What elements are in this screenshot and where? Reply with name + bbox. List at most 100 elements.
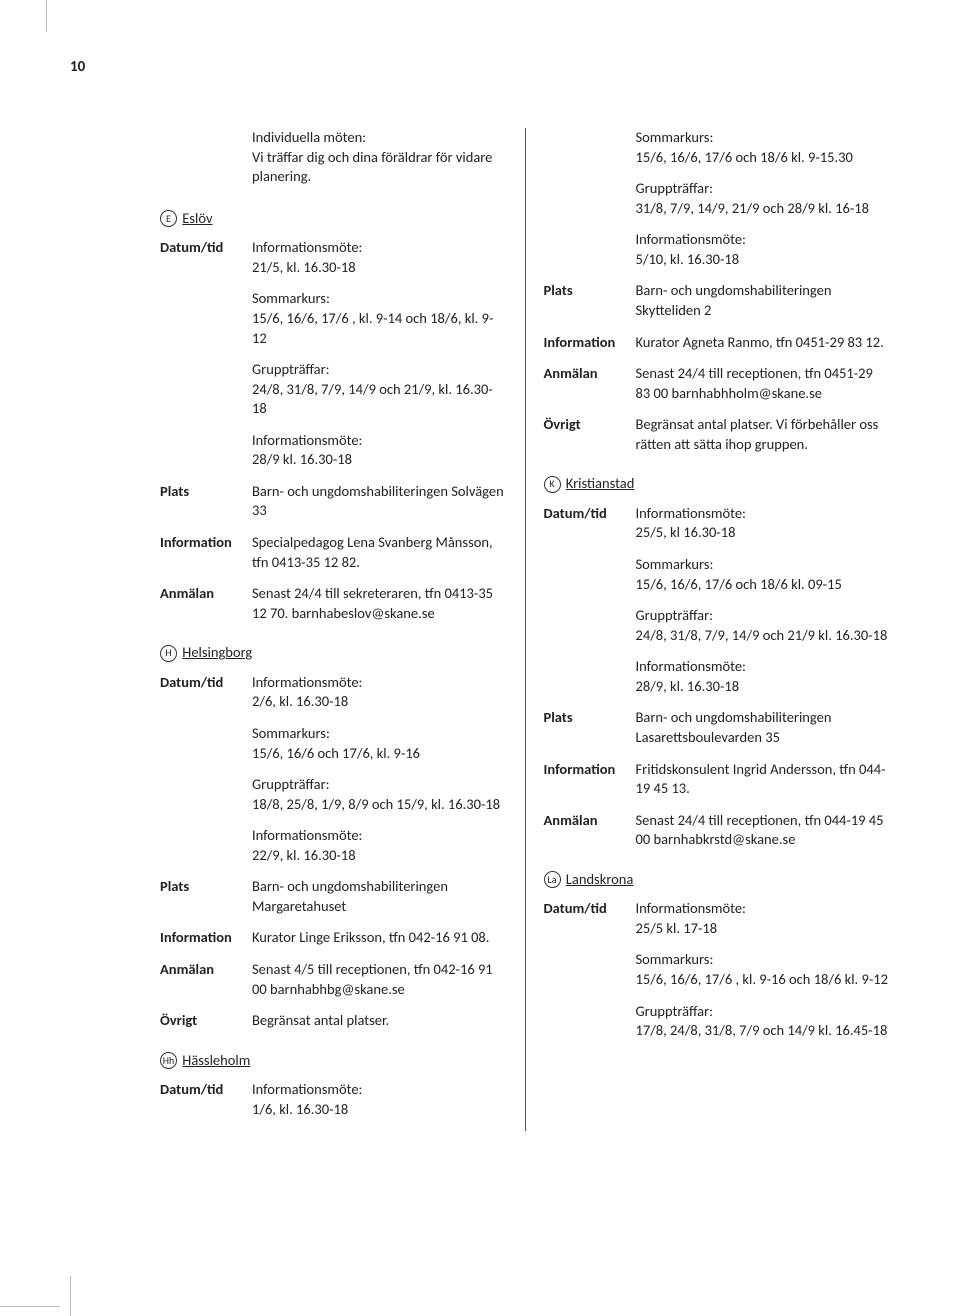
field-value: Gruppträffar:24/8, 31/8, 7/9, 14/9 och 2… — [636, 606, 891, 645]
field-value: Informationsmöte:1/6, kl. 16.30-18 — [252, 1080, 507, 1119]
field-row: PlatsBarn- och ungdomshabiliteringen Las… — [544, 708, 891, 747]
field-value: Informationsmöte:25/5 kl. 17-18 — [636, 899, 891, 938]
field-row: Gruppträffar:31/8, 7/9, 14/9, 21/9 och 2… — [544, 179, 891, 218]
field-value: Gruppträffar:17/8, 24/8, 31/8, 7/9 och 1… — [636, 1002, 891, 1041]
field-row: InformationKurator Linge Eriksson, tfn 0… — [160, 928, 507, 948]
field-label — [544, 657, 636, 696]
field-row: Informationsmöte:28/9 kl. 16.30-18 — [160, 431, 507, 470]
field-label: Plats — [160, 877, 252, 916]
section-letter-icon: La — [544, 871, 561, 888]
field-label: Datum/tid — [544, 504, 636, 543]
field-label: Plats — [160, 482, 252, 521]
field-value: Sommarkurs:15/6, 16/6, 17/6 och 18/6 kl.… — [636, 555, 891, 594]
field-value: Fritidskonsulent Ingrid Andersson, tfn 0… — [636, 760, 891, 799]
field-label — [160, 431, 252, 470]
field-label: Plats — [544, 281, 636, 320]
field-row: AnmälanSenast 4/5 till receptionen, tfn … — [160, 960, 507, 999]
field-row: Informationsmöte:28/9, kl. 16.30-18 — [544, 657, 891, 696]
intro-text: Individuella möten:Vi träffar dig och di… — [252, 128, 507, 187]
field-value: Kurator Linge Eriksson, tfn 042-16 91 08… — [252, 928, 507, 948]
crop-mark-top — [37, 0, 55, 40]
section-heading: Hh Hässleholm — [160, 1051, 507, 1071]
field-label: Information — [544, 333, 636, 353]
section-heading: K Kristianstad — [544, 474, 891, 494]
section-city: Hässleholm — [182, 1051, 250, 1069]
field-label — [544, 179, 636, 218]
field-label: Datum/tid — [160, 238, 252, 277]
field-label — [160, 289, 252, 348]
section-letter-icon: K — [544, 476, 561, 493]
field-row: Sommarkurs:15/6, 16/6, 17/6 och 18/6 kl.… — [544, 128, 891, 167]
field-label: Datum/tid — [544, 899, 636, 938]
field-label: Information — [160, 928, 252, 948]
field-row: Datum/tidInformationsmöte:25/5, kl 16.30… — [544, 504, 891, 543]
field-value: Specialpedagog Lena Svanberg Månsson, tf… — [252, 533, 507, 572]
field-value: Barn- och ungdomshabiliteringen Lasarett… — [636, 708, 891, 747]
field-row: PlatsBarn- och ungdomshabiliteringen Sky… — [544, 281, 891, 320]
field-value: Sommarkurs:15/6, 16/6, 17/6 , kl. 9-14 o… — [252, 289, 507, 348]
field-label — [160, 775, 252, 814]
field-row: Informationsmöte:5/10, kl. 16.30-18 — [544, 230, 891, 269]
field-label — [544, 1002, 636, 1041]
field-label: Anmälan — [544, 811, 636, 850]
field-label: Anmälan — [160, 960, 252, 999]
field-row: Gruppträffar:24/8, 31/8, 7/9, 14/9 och 2… — [160, 360, 507, 419]
field-label: Anmälan — [160, 584, 252, 623]
field-value: Informationsmöte:21/5, kl. 16.30-18 — [252, 238, 507, 277]
field-value: Gruppträffar:31/8, 7/9, 14/9, 21/9 och 2… — [636, 179, 891, 218]
field-label — [544, 128, 636, 167]
section-city: Landskrona — [566, 870, 634, 888]
field-row: Datum/tidInformationsmöte:1/6, kl. 16.30… — [160, 1080, 507, 1119]
field-value: Begränsat antal platser. — [252, 1011, 507, 1031]
field-label — [544, 230, 636, 269]
field-label — [160, 826, 252, 865]
content-columns: Individuella möten:Vi träffar dig och di… — [160, 128, 890, 1131]
field-label: Övrigt — [160, 1011, 252, 1031]
field-label — [160, 360, 252, 419]
field-row: InformationKurator Agneta Ranmo, tfn 045… — [544, 333, 891, 353]
section-heading: E Eslöv — [160, 209, 507, 229]
field-row: Sommarkurs:15/6, 16/6 och 17/6, kl. 9-16 — [160, 724, 507, 763]
field-value: Informationsmöte:5/10, kl. 16.30-18 — [636, 230, 891, 269]
left-column: Individuella möten:Vi träffar dig och di… — [160, 128, 526, 1131]
field-label: Datum/tid — [160, 1080, 252, 1119]
section-heading: La Landskrona — [544, 870, 891, 890]
field-row: PlatsBarn- och ungdomshabiliteringen Sol… — [160, 482, 507, 521]
field-label: Övrigt — [544, 415, 636, 454]
field-row: Datum/tidInformationsmöte:21/5, kl. 16.3… — [160, 238, 507, 277]
field-label: Information — [160, 533, 252, 572]
field-value: Kurator Agneta Ranmo, tfn 0451-29 83 12. — [636, 333, 891, 353]
field-row: Gruppträffar:24/8, 31/8, 7/9, 14/9 och 2… — [544, 606, 891, 645]
field-label: Anmälan — [544, 364, 636, 403]
field-row: ÖvrigtBegränsat antal platser. Vi för­be… — [544, 415, 891, 454]
field-value: Barn- och ungdomshabiliteringen Margaret… — [252, 877, 507, 916]
field-label — [544, 606, 636, 645]
section-city: Kristianstad — [566, 474, 635, 492]
field-value: Barn- och ungdomshabiliteringen Solvägen… — [252, 482, 507, 521]
field-value: Barn- och ungdomshabiliteringen Skytteli… — [636, 281, 891, 320]
field-row: AnmälanSenast 24/4 till sekreteraren, tf… — [160, 584, 507, 623]
crop-mark-bottom — [0, 1266, 80, 1316]
field-value: Informationsmöte:28/9 kl. 16.30-18 — [252, 431, 507, 470]
field-value: Senast 4/5 till receptionen, tfn 042-16 … — [252, 960, 507, 999]
section-letter-icon: Hh — [160, 1052, 177, 1069]
field-row: InformationFritidskonsulent Ingrid Ander… — [544, 760, 891, 799]
field-value: Sommarkurs:15/6, 16/6, 17/6 , kl. 9-16 o… — [636, 950, 891, 989]
field-value: Begränsat antal platser. Vi för­behåller… — [636, 415, 891, 454]
field-label: Information — [544, 760, 636, 799]
field-row: Sommarkurs:15/6, 16/6, 17/6 , kl. 9-16 o… — [544, 950, 891, 989]
section-letter-icon: E — [160, 210, 177, 227]
field-value: Sommarkurs:15/6, 16/6, 17/6 och 18/6 kl.… — [636, 128, 891, 167]
field-row: Sommarkurs:15/6, 16/6, 17/6 och 18/6 kl.… — [544, 555, 891, 594]
field-value: Sommarkurs:15/6, 16/6 och 17/6, kl. 9-16 — [252, 724, 507, 763]
field-label — [544, 950, 636, 989]
field-row: Sommarkurs:15/6, 16/6, 17/6 , kl. 9-14 o… — [160, 289, 507, 348]
field-value: Informationsmöte:22/9, kl. 16.30-18 — [252, 826, 507, 865]
field-row: AnmälanSenast 24/4 till receptionen, tfn… — [544, 811, 891, 850]
field-row: AnmälanSenast 24/4 till receptionen, tfn… — [544, 364, 891, 403]
field-value: Senast 24/4 till sekreteraren, tfn 0413-… — [252, 584, 507, 623]
field-value: Gruppträffar:18/8, 25/8, 1/9, 8/9 och 15… — [252, 775, 507, 814]
field-row: Informationsmöte:22/9, kl. 16.30-18 — [160, 826, 507, 865]
field-value: Senast 24/4 till receptionen, tfn 0451-2… — [636, 364, 891, 403]
section-letter-icon: H — [160, 645, 177, 662]
